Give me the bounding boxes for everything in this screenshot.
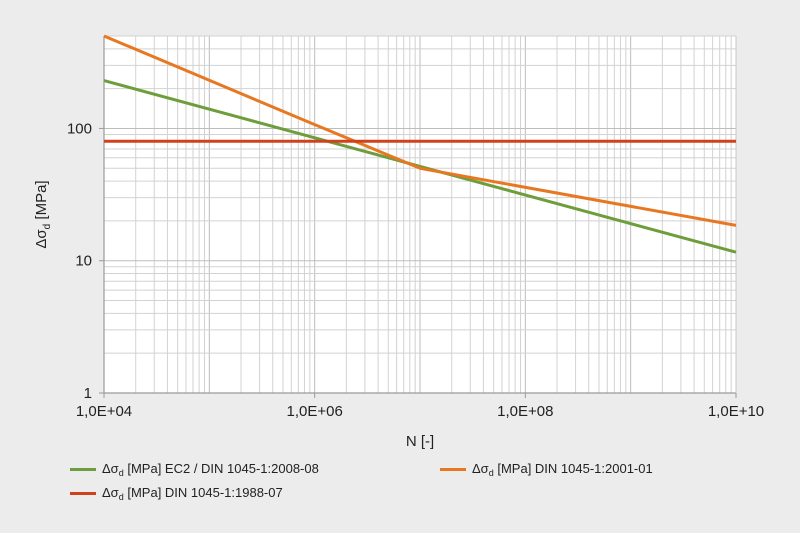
series-line-2001 xyxy=(103,34,737,227)
x-tick-label: 1,0E+04 xyxy=(76,403,132,420)
grid xyxy=(103,35,737,394)
x-tick-label: 1,0E+10 xyxy=(708,403,764,420)
y-tick-label: 1 xyxy=(84,385,92,402)
tick-labels: 1,0E+04 1,0E+06 1,0E+08 1,0E+10 1 10 100 xyxy=(67,120,764,420)
x-axis-title: N [-] xyxy=(406,433,434,450)
y-tick-label: 10 xyxy=(75,253,92,270)
x-tick-label: 1,0E+08 xyxy=(497,403,553,420)
y-axis-title-suffix: [MPa] xyxy=(33,180,50,223)
y-axis-title-prefix: Δσ xyxy=(33,229,50,249)
y-tick-label: 100 xyxy=(67,120,92,137)
series-line-ec2 xyxy=(103,79,737,254)
y-axis-title-sub: d xyxy=(42,224,53,230)
x-tick-label: 1,0E+06 xyxy=(287,403,343,420)
series-lines xyxy=(103,34,737,254)
y-axis-title: Δσd [MPa] xyxy=(33,180,53,248)
